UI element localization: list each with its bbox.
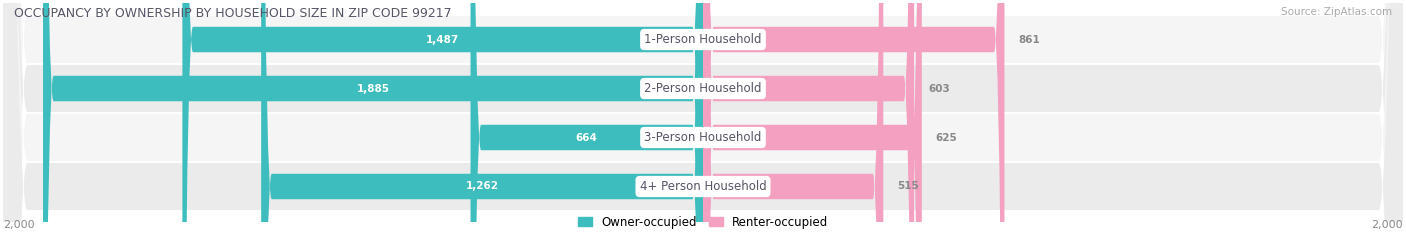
- Legend: Owner-occupied, Renter-occupied: Owner-occupied, Renter-occupied: [572, 211, 834, 233]
- Text: 1,487: 1,487: [426, 34, 460, 45]
- FancyBboxPatch shape: [703, 0, 922, 233]
- FancyBboxPatch shape: [703, 0, 914, 233]
- Text: 2,000: 2,000: [1372, 220, 1403, 230]
- Text: 515: 515: [897, 182, 920, 192]
- Text: Source: ZipAtlas.com: Source: ZipAtlas.com: [1281, 7, 1392, 17]
- Text: 1,262: 1,262: [465, 182, 499, 192]
- Text: 2-Person Household: 2-Person Household: [644, 82, 762, 95]
- FancyBboxPatch shape: [3, 0, 1403, 233]
- Text: 1,885: 1,885: [357, 83, 389, 93]
- Text: 2,000: 2,000: [3, 220, 34, 230]
- Text: 625: 625: [936, 133, 957, 143]
- FancyBboxPatch shape: [44, 0, 703, 233]
- Text: OCCUPANCY BY OWNERSHIP BY HOUSEHOLD SIZE IN ZIP CODE 99217: OCCUPANCY BY OWNERSHIP BY HOUSEHOLD SIZE…: [14, 7, 451, 20]
- Text: 3-Person Household: 3-Person Household: [644, 131, 762, 144]
- Text: 4+ Person Household: 4+ Person Household: [640, 180, 766, 193]
- FancyBboxPatch shape: [3, 0, 1403, 233]
- Text: 1-Person Household: 1-Person Household: [644, 33, 762, 46]
- Text: 603: 603: [928, 83, 950, 93]
- FancyBboxPatch shape: [262, 0, 703, 233]
- FancyBboxPatch shape: [703, 0, 883, 233]
- FancyBboxPatch shape: [703, 0, 1004, 233]
- FancyBboxPatch shape: [3, 0, 1403, 233]
- Text: 861: 861: [1018, 34, 1040, 45]
- FancyBboxPatch shape: [183, 0, 703, 233]
- Text: 664: 664: [576, 133, 598, 143]
- FancyBboxPatch shape: [3, 0, 1403, 233]
- FancyBboxPatch shape: [471, 0, 703, 233]
